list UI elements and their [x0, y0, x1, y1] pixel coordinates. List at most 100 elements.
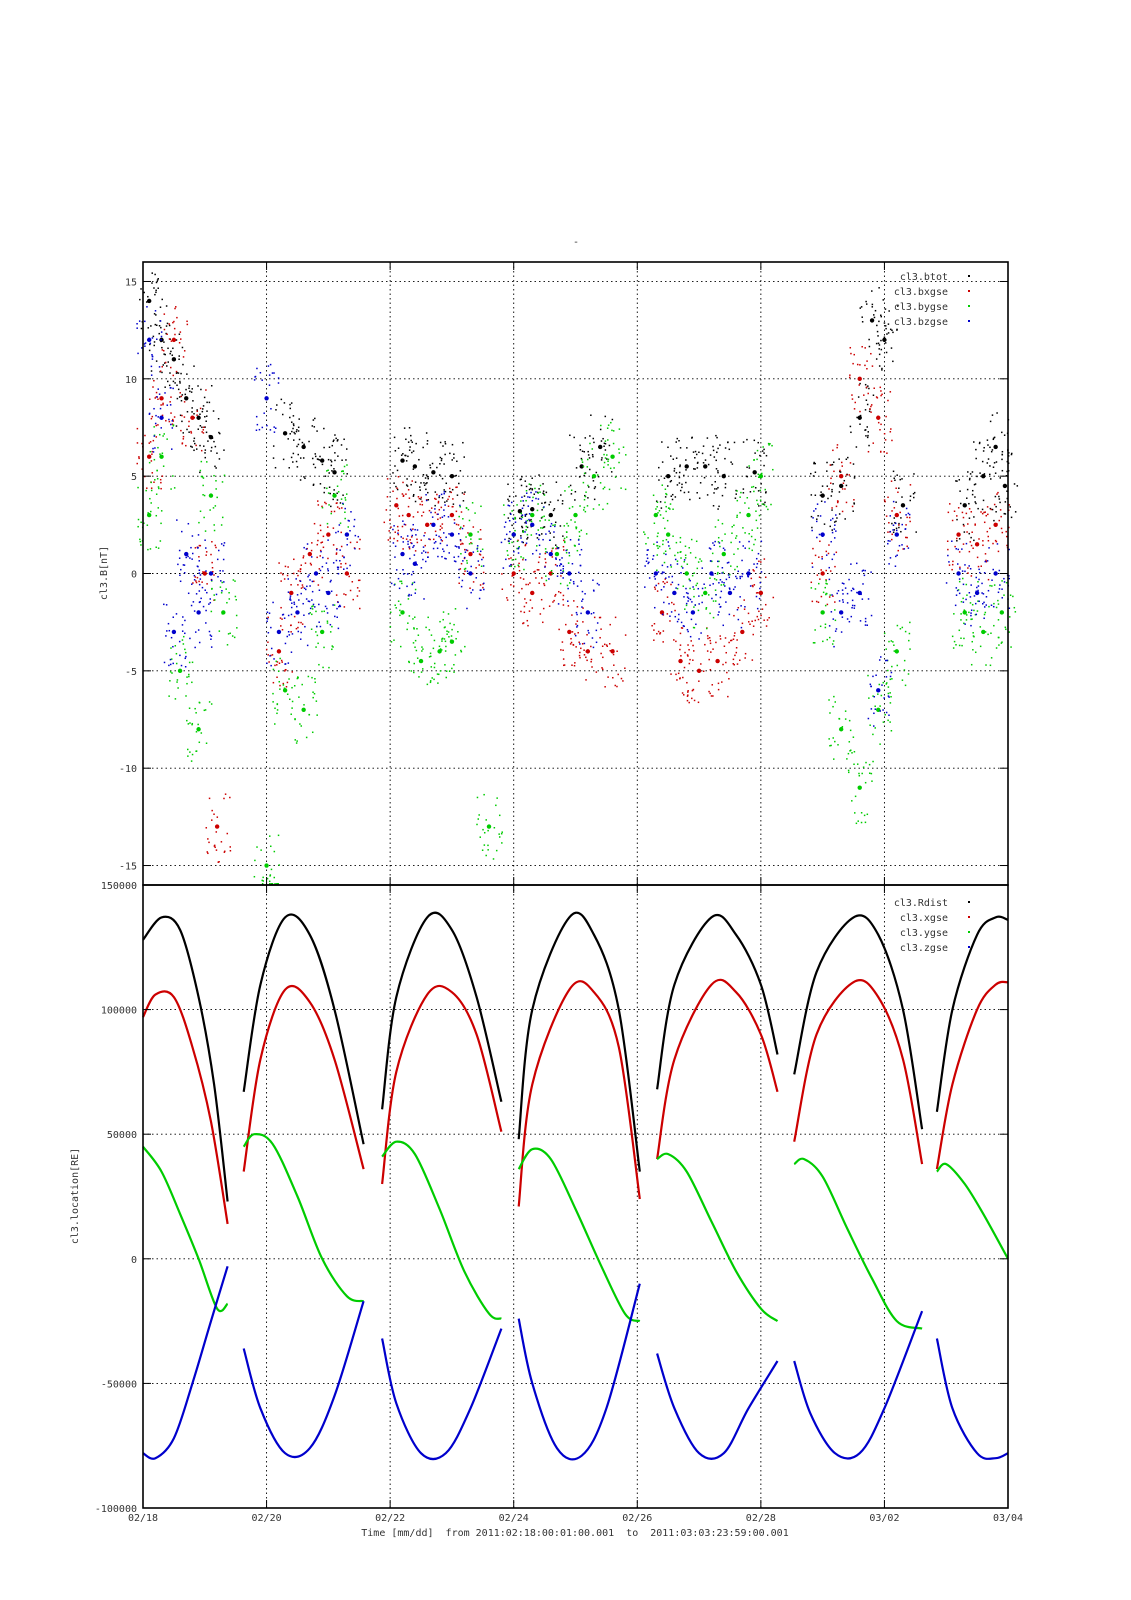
scatter-dot: [811, 529, 813, 532]
scatter-dot: [328, 472, 330, 474]
data-point: [406, 512, 411, 518]
scatter-dot: [829, 712, 831, 714]
scatter-dot: [883, 632, 886, 635]
data-point: [962, 610, 967, 615]
scatter-dot: [966, 497, 968, 499]
scatter-dot: [458, 482, 460, 485]
scatter-dot: [721, 567, 724, 569]
scatter-dot: [421, 514, 423, 517]
scatter-dot: [830, 611, 833, 613]
scatter-dot: [541, 533, 543, 535]
data-point: [400, 610, 405, 615]
scatter-dot: [867, 674, 869, 677]
scatter-dot: [443, 492, 445, 495]
scatter-dot: [537, 529, 540, 531]
scatter-dot: [332, 498, 334, 501]
scatter-dot: [454, 475, 456, 477]
scatter-dot: [314, 417, 316, 420]
scatter-dot: [832, 461, 835, 463]
scatter-dot: [585, 533, 588, 535]
scatter-dot: [520, 537, 522, 539]
scatter-dot: [545, 561, 547, 564]
scatter-dot: [270, 408, 272, 410]
scatter-dot: [337, 572, 340, 575]
scatter-dot: [157, 388, 159, 390]
scatter-dot: [895, 501, 897, 503]
scatter-dot: [413, 662, 415, 665]
scatter-dot: [893, 644, 895, 646]
scatter-dot: [826, 583, 828, 585]
scatter-dot: [600, 652, 602, 655]
top-ytick-label: 15: [125, 277, 137, 288]
scatter-dot: [311, 580, 314, 583]
scatter-dot: [191, 723, 193, 726]
scatter-dot: [953, 640, 956, 643]
scatter-dot: [414, 616, 416, 618]
scatter-dot: [186, 428, 188, 431]
scatter-dot: [195, 750, 198, 752]
scatter-dot: [176, 316, 178, 319]
scatter-dot: [439, 648, 442, 650]
scatter-dot: [884, 308, 887, 310]
scatter-dot: [151, 354, 153, 356]
scatter-dot: [193, 579, 196, 581]
scatter-dot: [180, 429, 182, 432]
scatter-dot: [903, 548, 906, 550]
scatter-dot: [308, 612, 310, 615]
scatter-dot: [888, 310, 890, 312]
scatter-dot: [157, 278, 159, 280]
scatter-dot: [975, 613, 978, 616]
scatter-dot: [498, 814, 501, 817]
scatter-dot: [509, 530, 511, 533]
scatter-dot: [204, 709, 207, 711]
scatter-dot: [181, 630, 184, 632]
scatter-dot: [701, 594, 704, 597]
scatter-dot: [160, 487, 162, 490]
scatter-dot: [688, 578, 691, 581]
scatter-dot: [506, 550, 509, 552]
scatter-dot: [531, 477, 533, 479]
scatter-dot: [826, 603, 829, 606]
scatter-dot: [728, 678, 730, 680]
scatter-dot: [983, 511, 985, 514]
scatter-dot: [654, 588, 657, 590]
scatter-dot: [967, 523, 969, 525]
scatter-dot: [157, 416, 159, 418]
scatter-dot: [425, 626, 427, 629]
scatter-dot: [905, 514, 907, 516]
data-point: [548, 571, 553, 576]
scatter-dot: [422, 546, 425, 548]
scatter-dot: [410, 483, 412, 486]
scatter-dot: [539, 520, 541, 522]
scatter-dot: [429, 538, 431, 541]
scatter-dot: [335, 502, 338, 505]
scatter-dot: [464, 548, 466, 551]
scatter-dot: [885, 683, 888, 685]
scatter-dot: [409, 539, 411, 541]
scatter-dot: [205, 570, 207, 572]
scatter-dot: [748, 540, 750, 543]
scatter-dot: [393, 584, 396, 586]
scatter-dot: [670, 583, 672, 586]
scatter-dot: [464, 645, 466, 648]
data-point: [449, 512, 455, 518]
scatter-dot: [829, 744, 831, 747]
scatter-dot: [535, 549, 538, 552]
scatter-dot: [434, 508, 436, 510]
scatter-dot: [851, 505, 854, 508]
scatter-dot: [595, 641, 598, 644]
scatter-dot: [307, 575, 309, 578]
scatter-dot: [270, 654, 272, 657]
scatter-dot: [724, 585, 726, 587]
scatter-dot: [889, 328, 892, 331]
scatter-dot: [529, 599, 532, 601]
scatter-dot: [719, 638, 722, 640]
scatter-dot: [865, 399, 868, 401]
scatter-dot: [478, 597, 481, 600]
scatter-dot: [580, 548, 583, 551]
scatter-dot: [686, 596, 689, 598]
scatter-dot: [550, 522, 553, 525]
scatter-dot: [415, 534, 417, 536]
scatter-dot: [161, 475, 164, 477]
scatter-dot: [963, 609, 966, 611]
